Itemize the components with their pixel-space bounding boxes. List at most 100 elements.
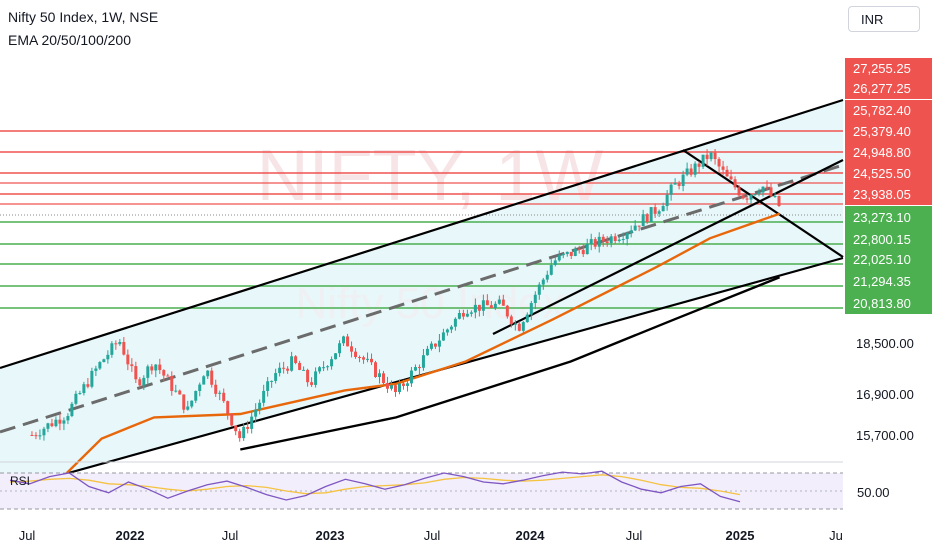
candle-body bbox=[605, 241, 609, 243]
candle-body bbox=[330, 359, 334, 367]
candle-body bbox=[54, 419, 58, 427]
channel-mid-line bbox=[0, 163, 844, 434]
candle-body bbox=[737, 187, 741, 196]
support-label-bg bbox=[845, 248, 932, 270]
candle-body bbox=[270, 380, 274, 382]
resistance-label-bg bbox=[845, 163, 932, 184]
resistance-label-bg bbox=[845, 78, 932, 99]
price-tick-label: 18,500.00 bbox=[856, 336, 914, 351]
candle-body bbox=[334, 353, 338, 360]
candle-body bbox=[581, 249, 585, 255]
candle-body bbox=[218, 392, 222, 394]
candle-body bbox=[146, 366, 150, 378]
candle-body bbox=[230, 413, 234, 426]
candle-body bbox=[350, 346, 354, 352]
candle-body bbox=[481, 300, 485, 311]
candle-body bbox=[613, 236, 617, 242]
candle-body bbox=[641, 214, 645, 227]
candle-body bbox=[773, 195, 777, 197]
candle-body bbox=[557, 255, 561, 261]
time-tick-label: 2024 bbox=[516, 528, 546, 543]
time-tick-label: Jul bbox=[424, 528, 441, 543]
candle-body bbox=[258, 402, 262, 410]
ema-200-line bbox=[240, 276, 781, 451]
candle-body bbox=[142, 377, 146, 386]
candle-body bbox=[278, 367, 282, 374]
candle-body bbox=[725, 169, 729, 177]
candle-body bbox=[318, 367, 322, 372]
candle-body bbox=[210, 370, 214, 385]
support-label: 20,813.80 bbox=[853, 296, 911, 311]
candle-body bbox=[757, 192, 761, 195]
candle-body bbox=[673, 182, 677, 185]
candle-body bbox=[625, 233, 629, 240]
time-tick-label: 2023 bbox=[316, 528, 345, 543]
candle-body bbox=[393, 385, 397, 393]
resistance-label: 23,938.05 bbox=[853, 187, 911, 202]
candle-body bbox=[50, 423, 54, 427]
candle-body bbox=[489, 305, 493, 309]
candle-body bbox=[30, 435, 34, 436]
channel-upper-line bbox=[0, 98, 844, 370]
candle-body bbox=[749, 194, 753, 200]
candle-body bbox=[585, 243, 589, 255]
candle-body bbox=[453, 318, 457, 327]
candle-body bbox=[629, 230, 633, 234]
price-axis[interactable]: 27,255.25 26,277.25 25,782.40 25,379.40 24,9… bbox=[845, 58, 932, 443]
resistance-label-bg bbox=[845, 142, 932, 163]
candle-body bbox=[206, 370, 210, 377]
candle-body bbox=[286, 368, 290, 371]
candle-body bbox=[493, 303, 497, 309]
rsi-mid-label: 50.00 bbox=[857, 485, 890, 500]
candle-body bbox=[441, 332, 445, 341]
candle-body bbox=[82, 384, 86, 394]
candle-body bbox=[693, 163, 697, 175]
candlesticks bbox=[30, 149, 781, 442]
candle-body bbox=[134, 366, 138, 380]
rsi-line bbox=[9, 470, 741, 503]
resistance-label-bg bbox=[845, 184, 932, 205]
indicator-legend[interactable]: EMA 20/50/100/200 bbox=[8, 32, 131, 48]
support-label: 23,273.10 bbox=[853, 210, 911, 225]
candle-body bbox=[669, 184, 673, 195]
candle-body bbox=[90, 370, 94, 387]
candle-body bbox=[66, 416, 70, 421]
candle-body bbox=[597, 236, 601, 247]
candle-body bbox=[314, 371, 318, 385]
time-tick-label: Ju bbox=[829, 528, 843, 543]
candle-body bbox=[397, 383, 401, 393]
candle-body bbox=[322, 367, 326, 369]
candle-body bbox=[777, 195, 781, 207]
candle-body bbox=[733, 179, 737, 188]
candle-body bbox=[78, 393, 82, 395]
candle-body bbox=[94, 368, 98, 371]
candle-body bbox=[421, 355, 425, 368]
candle-body bbox=[509, 316, 513, 325]
candle-body bbox=[222, 392, 226, 402]
candle-body bbox=[717, 159, 721, 167]
candle-body bbox=[409, 370, 413, 384]
candle-body bbox=[417, 367, 421, 369]
time-axis[interactable]: Jul 2022 Jul 2023 Jul 2024 Jul 2025 Ju bbox=[19, 528, 843, 543]
time-tick-label: Jul bbox=[626, 528, 643, 543]
candle-body bbox=[689, 168, 693, 175]
candle-body bbox=[433, 343, 437, 347]
candle-body bbox=[154, 364, 158, 371]
candle-body bbox=[70, 403, 74, 417]
rsi-pane: 50.00 bbox=[0, 461, 890, 510]
candle-body bbox=[661, 206, 665, 212]
currency-selector[interactable]: INR bbox=[848, 6, 920, 32]
candle-body bbox=[34, 435, 38, 437]
watermark-line1: NIFTY, 1W bbox=[257, 136, 604, 216]
candle-body bbox=[485, 300, 489, 306]
support-label: 22,800.15 bbox=[853, 232, 911, 247]
candle-body bbox=[226, 401, 230, 414]
candle-body bbox=[306, 369, 310, 383]
candle-body bbox=[705, 154, 709, 160]
candle-body bbox=[246, 426, 250, 429]
candle-body bbox=[385, 383, 389, 389]
ascending-trendline bbox=[492, 159, 844, 335]
candle-body bbox=[561, 254, 565, 256]
candle-body bbox=[214, 384, 218, 394]
